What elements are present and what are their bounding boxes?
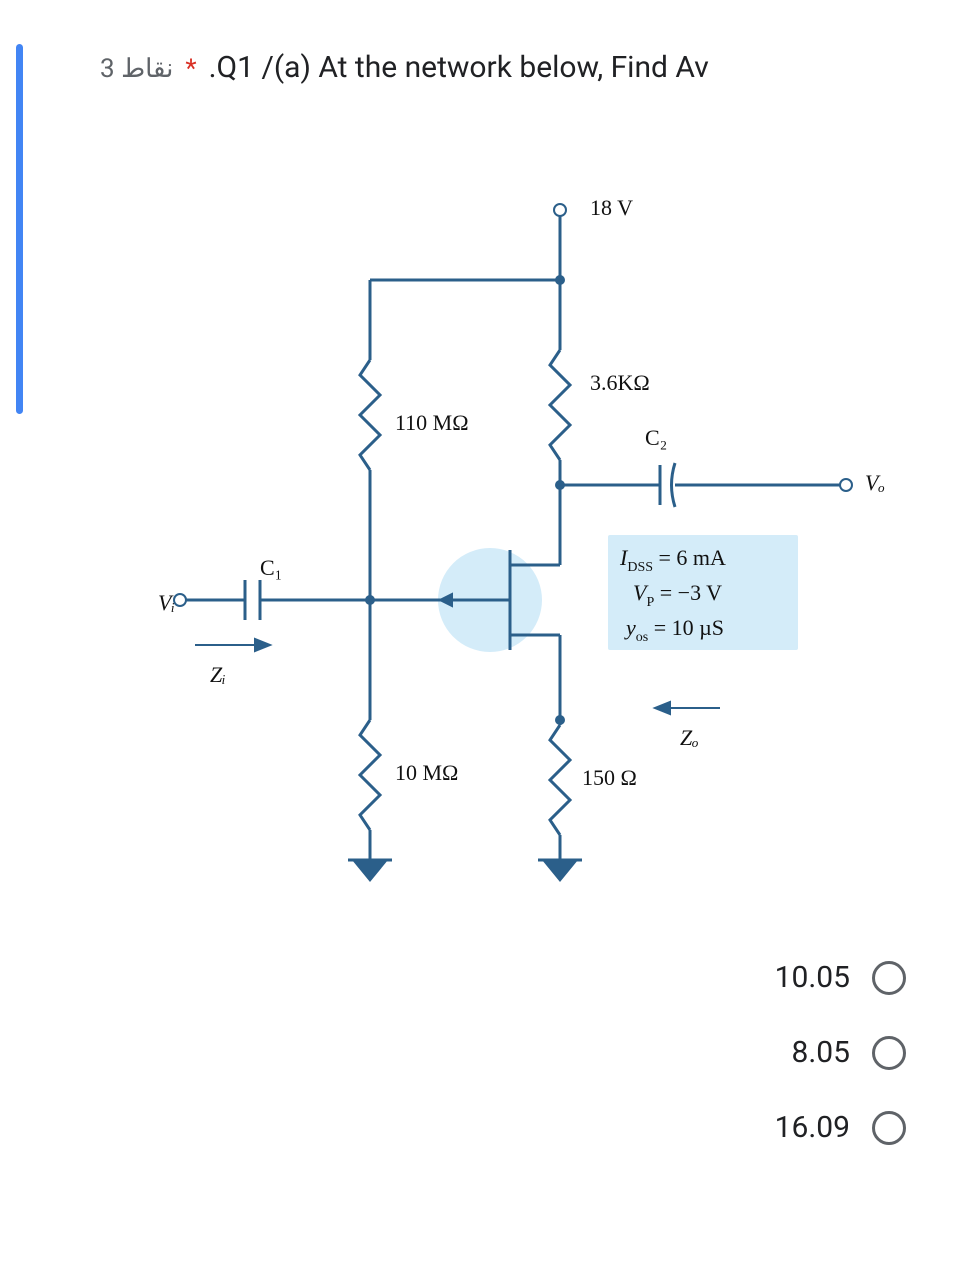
radio-icon[interactable] [872,961,906,995]
c1-label: C₁ [260,555,282,580]
zi-label: Zᵢ [210,662,226,687]
r-10m-label: 10 MΩ [395,760,458,785]
c2-label: C₂ [645,425,667,450]
radio-icon[interactable] [872,1111,906,1145]
r-3p6k-label: 3.6KΩ [590,370,650,395]
points-label: 3 نقاط [100,54,173,84]
answer-option-3[interactable]: 16.09 [775,1110,906,1145]
required-marker: * [185,54,196,84]
answer-option-1[interactable]: 10.05 [775,960,906,995]
side-indicator [16,44,23,414]
r-150-label: 150 Ω [582,765,637,790]
radio-icon[interactable] [872,1036,906,1070]
question-text: .Q1 /(a) At the network below, Find Av [209,50,709,85]
answer-options: 10.05 8.05 16.09 [775,960,906,1145]
circuit-diagram: 18 V 110 MΩ 3.6KΩ C₂ Vₒ [120,180,920,900]
answer-label: 10.05 [775,960,850,995]
answer-option-2[interactable]: 8.05 [792,1035,907,1070]
r-110m-label: 110 MΩ [395,410,469,435]
supply-voltage-label: 18 V [590,195,633,220]
answer-label: 16.09 [775,1110,850,1145]
vi-label: Vᵢ [158,590,175,615]
vo-label: Vₒ [865,470,885,495]
answer-label: 8.05 [792,1035,851,1070]
question-header: 3 نقاط * .Q1 /(a) At the network below, … [100,50,916,85]
zo-label: Zₒ [680,725,699,750]
